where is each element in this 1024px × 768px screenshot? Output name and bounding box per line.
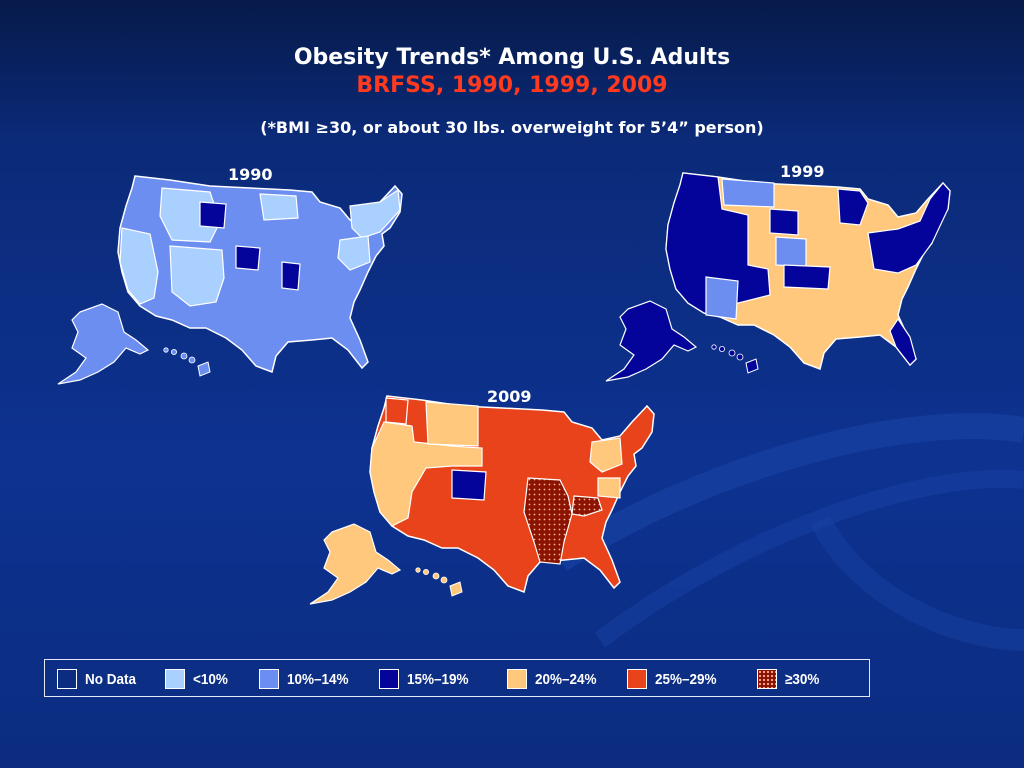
overlay-states: [369, 397, 623, 565]
legend-item-30-plus: ≥30%: [757, 668, 823, 690]
legend-swatch: [507, 669, 527, 689]
hawaii: [711, 344, 759, 374]
us-map-1999: [605, 172, 951, 382]
map-label-2009: 2009: [487, 387, 532, 406]
legend-label: No Data: [85, 670, 137, 688]
slide-subtitle: (*BMI ≥30, or about 30 lbs. overweight f…: [260, 118, 764, 137]
overlay-states: [119, 187, 401, 307]
alaska: [309, 523, 402, 605]
hawaii: [415, 567, 463, 597]
legend-label: 15%–19%: [407, 670, 469, 688]
legend-item-20-24: 20%–24%: [507, 668, 603, 690]
map-label-1999: 1999: [780, 162, 825, 181]
legend-label: 25%–29%: [655, 670, 717, 688]
legend-swatch: [259, 669, 279, 689]
title-line-2: BRFSS, 1990, 1999, 2009: [356, 73, 668, 98]
legend-label: ≥30%: [785, 670, 820, 688]
us-map-2009: [309, 395, 655, 605]
alaska: [605, 300, 698, 382]
legend-swatch: [757, 669, 777, 689]
legend: No Data <10% 10%–14% 15%–19% 20%–24% 25%…: [44, 659, 870, 697]
legend-label: <10%: [193, 670, 228, 688]
legend-item-no-data: No Data: [57, 668, 142, 690]
overlay-states: [665, 172, 951, 366]
hawaii: [163, 347, 211, 377]
title-line-1: Obesity Trends* Among U.S. Adults: [293, 45, 731, 70]
legend-label: 20%–24%: [535, 670, 597, 688]
legend-item-25-29: 25%–29%: [627, 668, 723, 690]
alaska: [57, 303, 150, 385]
legend-swatch: [627, 669, 647, 689]
legend-label: 10%–14%: [287, 670, 349, 688]
legend-swatch: [379, 669, 399, 689]
legend-item-10-14: 10%–14%: [259, 668, 355, 690]
legend-item-lt10: <10%: [165, 668, 232, 690]
legend-item-15-19: 15%–19%: [379, 668, 475, 690]
us-map-1990: [57, 175, 403, 385]
legend-swatch: [165, 669, 185, 689]
slide-title: Obesity Trends* Among U.S. Adults BRFSS,…: [0, 44, 1024, 100]
map-label-1990: 1990: [228, 165, 273, 184]
legend-swatch: [57, 669, 77, 689]
